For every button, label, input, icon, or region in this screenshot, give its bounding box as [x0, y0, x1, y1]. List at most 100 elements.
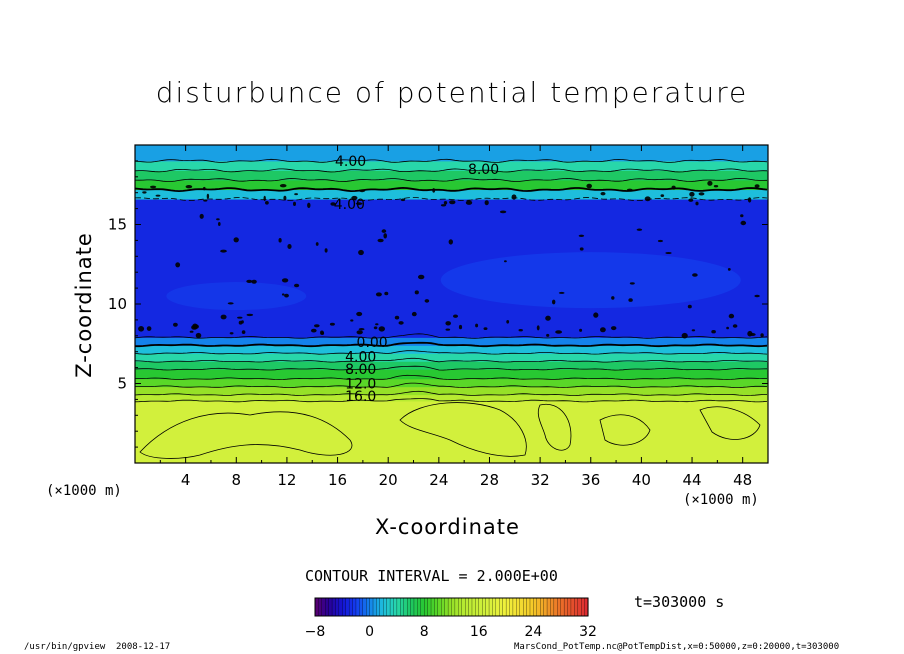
- contour-line-6: [135, 357, 768, 363]
- x-unit-label-left: (×1000 m): [46, 483, 122, 499]
- contour-cell-130: [636, 228, 643, 231]
- field-band-11: [135, 179, 768, 191]
- field-band-3: [135, 378, 768, 388]
- field-band-4: [135, 369, 768, 380]
- contour-cell-106: [373, 326, 378, 330]
- x-tick-label-11: 48: [733, 471, 752, 489]
- colorbar-cell-23: [393, 597, 398, 617]
- colorbar-cell-12: [355, 597, 360, 617]
- contour-cell-63: [329, 322, 335, 326]
- colorbar-cell-41: [454, 597, 459, 617]
- contour-cell-62: [475, 323, 479, 328]
- colorbar-cell-22: [389, 597, 395, 617]
- contour-line-1: [135, 398, 768, 403]
- colorbar-cell-18: [376, 597, 381, 617]
- contour-cell-117: [749, 333, 756, 336]
- contour-cell-0: [443, 201, 448, 205]
- contour-cell-125: [307, 202, 311, 208]
- contour-cell-86: [375, 292, 382, 297]
- contour-cell-114: [358, 249, 364, 256]
- field-band-7: [135, 345, 768, 354]
- x-tick-label-6: 28: [480, 471, 499, 489]
- field-band-8: [135, 337, 768, 346]
- colorbar-cell-20: [383, 597, 388, 617]
- colorbar-cell-2: [321, 597, 326, 617]
- contour-cell-2: [315, 242, 319, 246]
- x-tick-label-4: 20: [379, 471, 398, 489]
- colorbar-cell-46: [471, 597, 476, 617]
- contour-cell-81: [314, 324, 320, 328]
- colorbar-cell-52: [492, 597, 497, 617]
- footer-date: 2008-12-17: [116, 642, 171, 652]
- contour-cell-30: [189, 330, 194, 333]
- contour-label-5: 8.00: [345, 362, 376, 378]
- contour-cell-55: [579, 247, 584, 251]
- contour-cell-28: [418, 274, 425, 280]
- colorbar-cell-25: [400, 597, 405, 617]
- contour-cell-52: [220, 249, 227, 253]
- colorbar-cell-39: [447, 597, 453, 617]
- contour-lines: [135, 158, 768, 459]
- contour-cell-57: [600, 192, 606, 196]
- colorbar-tick-label-4: 24: [524, 624, 542, 640]
- field-band-2: [135, 386, 768, 396]
- contour-cell-50: [279, 184, 287, 188]
- contour-cell-99: [246, 279, 253, 283]
- contour-cell-3: [284, 293, 289, 298]
- colorbar-cell-43: [461, 597, 466, 617]
- colorbar-cell-38: [444, 597, 449, 617]
- contour-cell-65: [440, 204, 447, 207]
- colorbar-tick-label-2: 8: [420, 624, 429, 640]
- contour-line-14: [135, 158, 768, 163]
- colorbar-cell-16: [369, 597, 374, 617]
- field-band-6: [135, 353, 768, 362]
- contour-cell-94: [518, 329, 523, 332]
- contour-cell-73: [726, 326, 729, 330]
- contour-cell-31: [511, 194, 517, 200]
- y-axis-label: Z-coordinate: [72, 232, 96, 378]
- contour-label-1: 8.00: [468, 162, 499, 178]
- contour-cell-8: [355, 202, 363, 206]
- contour-cell-84: [740, 214, 744, 218]
- colorbar-cell-62: [526, 597, 531, 617]
- colorbar-cell-45: [468, 597, 473, 617]
- colorbar-cell-14: [362, 597, 367, 617]
- contour-loop-2: [537, 403, 572, 451]
- contour-cell-75: [394, 315, 400, 320]
- colorbar-cell-30: [417, 597, 422, 617]
- colorbar-cell-0: [314, 597, 319, 617]
- contour-cell-15: [740, 220, 747, 226]
- contour-cell-46: [175, 262, 181, 268]
- contour-loop-0: [139, 411, 353, 459]
- colorbar-cell-27: [406, 597, 412, 617]
- colorbar-tick-label-0: −8: [305, 624, 326, 640]
- contour-cell-102: [611, 326, 617, 331]
- colorbar-cell-73: [563, 597, 569, 617]
- field-band-0: [135, 400, 768, 463]
- chart-title: disturbunce of potential temperature: [155, 76, 749, 109]
- contour-cell-122: [265, 201, 269, 205]
- colorbar-cell-24: [396, 597, 401, 617]
- contour-cell-131: [593, 312, 599, 318]
- colorbar-cell-67: [543, 597, 548, 617]
- colorbar-cell-63: [529, 597, 534, 617]
- colorbar-cell-69: [550, 597, 555, 617]
- colorbar-cell-28: [410, 597, 415, 617]
- contour-cell-33: [448, 239, 453, 245]
- colorbar-cell-65: [536, 597, 541, 617]
- field-band-14: [135, 145, 768, 162]
- colorbar-cell-44: [464, 597, 470, 617]
- contour-cell-17: [383, 233, 388, 239]
- colorbar-cell-33: [427, 597, 432, 617]
- colorbar-cell-8: [342, 597, 347, 617]
- contour-cell-37: [381, 229, 387, 233]
- x-tick-label-10: 44: [682, 471, 701, 489]
- contour-cell-43: [384, 291, 389, 296]
- contour-cell-10: [611, 296, 615, 300]
- colorbar-cell-50: [485, 597, 490, 617]
- contour-line-9: [135, 333, 768, 339]
- colorbar-cell-77: [577, 597, 582, 617]
- colorbar-cell-21: [386, 597, 391, 617]
- colorbar-cell-40: [451, 597, 456, 617]
